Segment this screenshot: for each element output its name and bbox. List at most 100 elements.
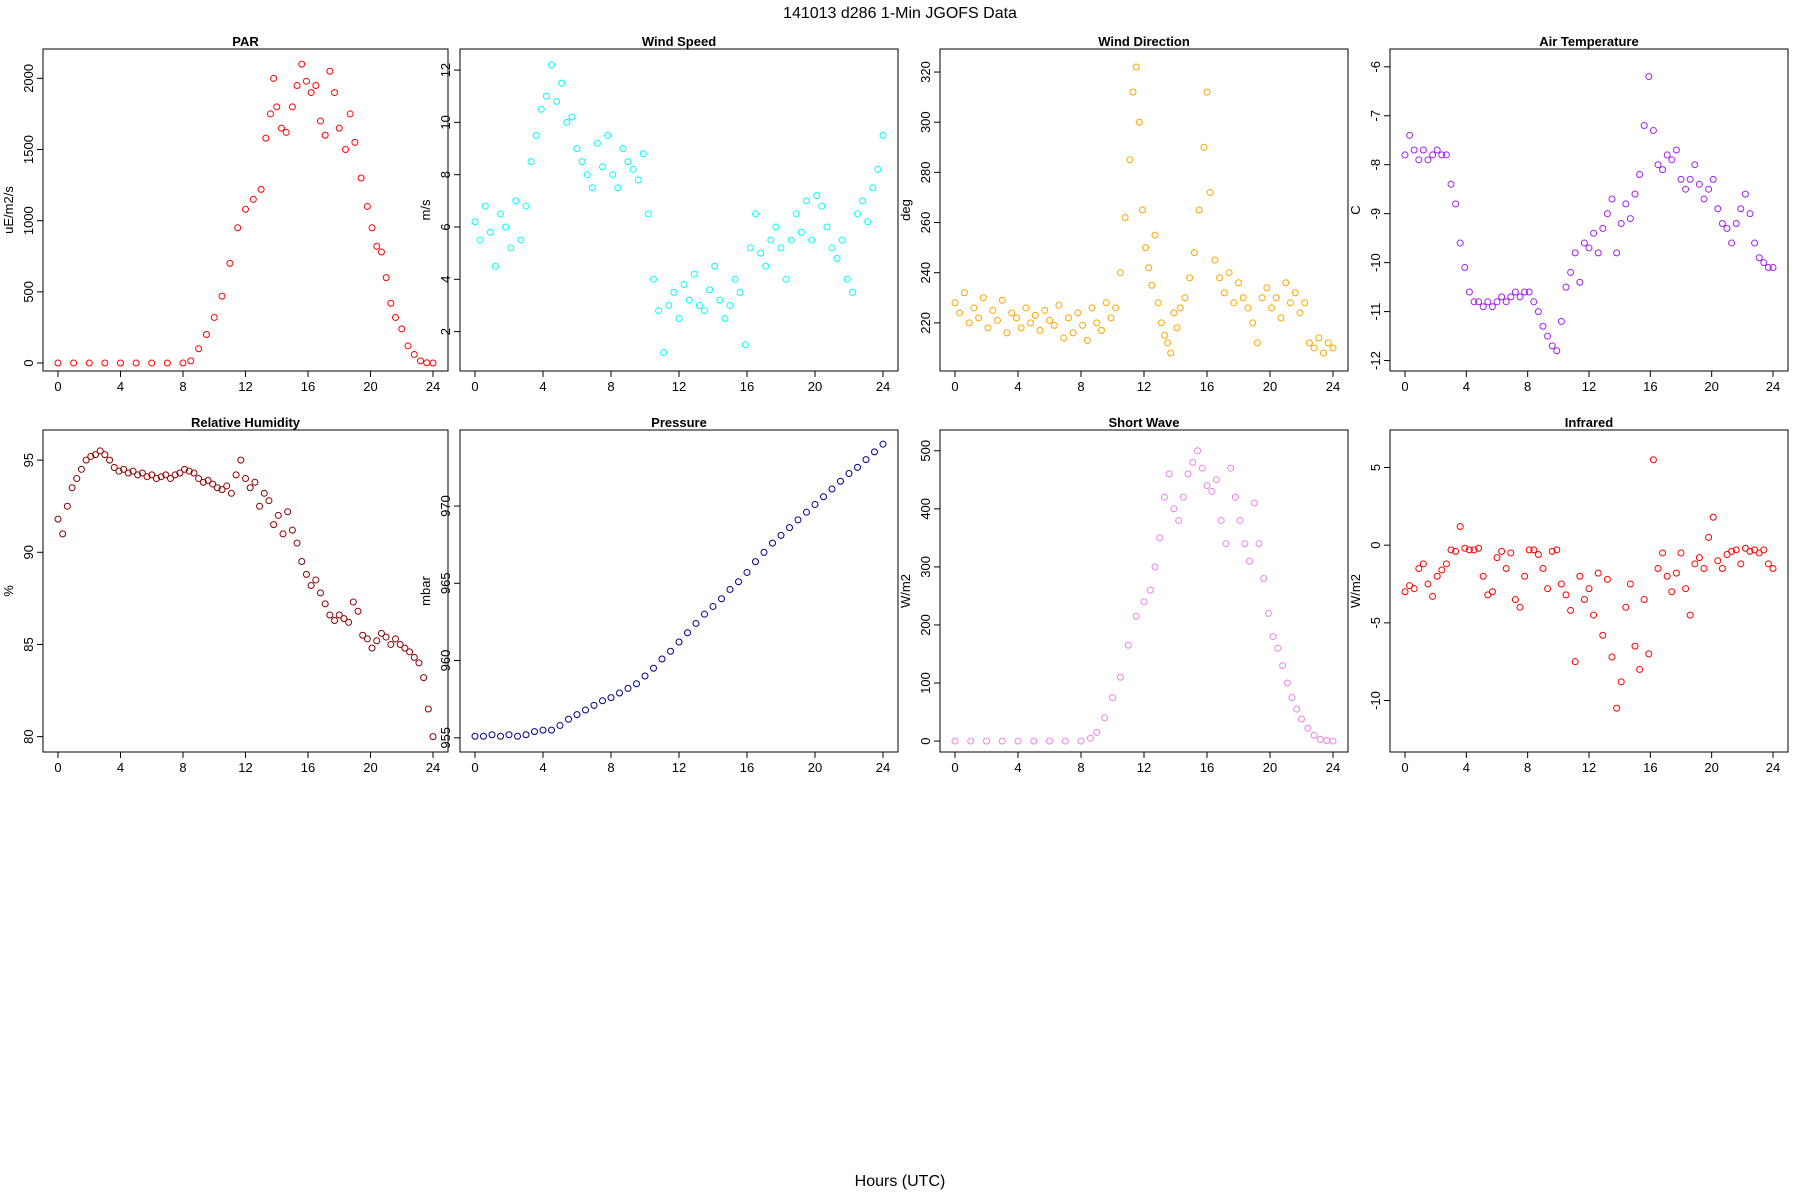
x-tick-label: 16 (740, 379, 754, 394)
y-axis-label: mbar (418, 576, 433, 606)
data-point (1022, 304, 1030, 312)
data-point (639, 150, 647, 158)
data-point (998, 737, 1006, 745)
data-point (1493, 298, 1501, 306)
data-point (1244, 304, 1252, 312)
y-tick-label: 2000 (21, 64, 36, 93)
data-point (163, 359, 171, 367)
data-point (1737, 560, 1745, 568)
data-point (1493, 554, 1501, 562)
y-tick-label: 200 (918, 614, 933, 636)
panel-title: Relative Humidity (191, 415, 301, 430)
data-point (190, 469, 198, 477)
data-point (769, 539, 776, 547)
data-point (1186, 274, 1194, 282)
data-point (1217, 516, 1225, 524)
panel-title: PAR (232, 34, 259, 49)
data-point (326, 611, 334, 619)
data-point (1003, 329, 1011, 337)
data-point (357, 174, 365, 182)
data-point (417, 357, 424, 365)
data-point (110, 463, 118, 471)
data-point (1626, 580, 1634, 588)
data-point (237, 456, 245, 464)
data-point (77, 465, 85, 473)
y-tick-label: 0 (1368, 542, 1383, 549)
data-point (1585, 585, 1593, 593)
data-point (491, 262, 499, 270)
x-tick-label: 0 (471, 760, 478, 775)
plot-frame (42, 48, 449, 372)
data-point (1419, 146, 1427, 154)
data-point (1323, 737, 1331, 745)
y-tick-label: -12 (1368, 351, 1383, 370)
data-point (726, 585, 734, 593)
data-point (527, 158, 535, 166)
data-point (1613, 704, 1621, 712)
data-point (373, 637, 381, 645)
data-point (1030, 737, 1038, 745)
data-point (573, 711, 581, 719)
data-point (1268, 304, 1276, 312)
data-point (1590, 229, 1598, 237)
data-point (735, 578, 742, 586)
data-point (1659, 549, 1667, 557)
data-point (1714, 205, 1722, 213)
y-tick-label: -10 (1368, 691, 1383, 710)
data-point (1548, 342, 1556, 350)
data-point (721, 315, 729, 323)
data-point (1274, 644, 1282, 652)
data-point (185, 467, 193, 475)
y-tick-label: 0 (21, 359, 36, 366)
data-point (1695, 554, 1703, 562)
data-point (1603, 575, 1611, 583)
data-point (1157, 319, 1165, 327)
data-point (284, 508, 292, 516)
data-point (1176, 304, 1184, 312)
data-point (1626, 215, 1634, 223)
y-tick-label: 80 (21, 729, 36, 743)
data-point (951, 737, 959, 745)
data-point (1135, 118, 1143, 126)
data-point (1617, 678, 1625, 686)
data-point (1086, 734, 1094, 742)
data-point (1102, 299, 1110, 307)
data-point (1170, 505, 1178, 513)
data-point (1429, 592, 1437, 600)
data-point (1585, 244, 1593, 252)
data-point (994, 316, 1002, 324)
data-point (326, 67, 334, 75)
y-tick-label: 5 (1368, 464, 1383, 471)
data-point (288, 526, 296, 534)
x-tick-label: 20 (1704, 379, 1718, 394)
x-tick-label: 0 (1401, 760, 1408, 775)
data-point (1760, 546, 1768, 554)
data-point (797, 228, 805, 236)
data-point (859, 197, 867, 205)
data-point (101, 359, 109, 367)
data-point (1636, 171, 1644, 179)
data-point (1479, 572, 1487, 580)
data-point (1672, 569, 1680, 577)
data-point (1544, 585, 1552, 593)
y-tick-label: 90 (21, 545, 36, 559)
data-point (96, 447, 104, 455)
data-point (368, 224, 376, 232)
data-point (1410, 146, 1418, 154)
data-point (1249, 319, 1257, 327)
data-point (1452, 547, 1460, 555)
data-point (777, 531, 785, 539)
data-point (162, 471, 170, 479)
data-point (522, 731, 530, 739)
data-point (497, 210, 504, 218)
x-tick-label: 20 (808, 760, 822, 775)
x-tick-label: 24 (1326, 379, 1340, 394)
data-point (256, 502, 264, 510)
data-point (660, 349, 668, 357)
data-point (1737, 205, 1745, 213)
data-point (1093, 319, 1101, 327)
x-tick-label: 12 (1137, 760, 1151, 775)
x-tick-label: 8 (1077, 379, 1084, 394)
data-point (1530, 546, 1538, 554)
